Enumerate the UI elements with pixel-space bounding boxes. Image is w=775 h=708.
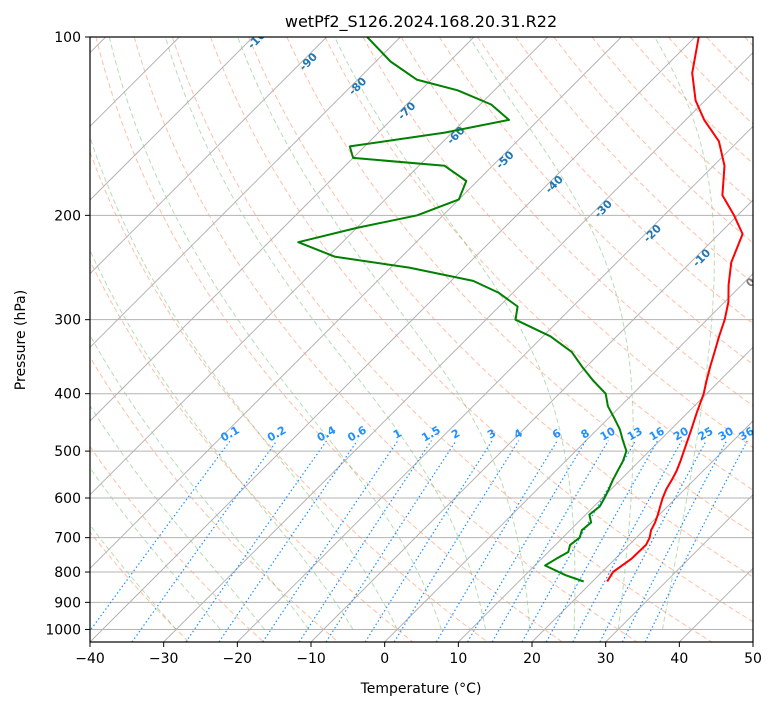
x-axis: −40 −30 −20 −10 0 10 20 30 40 50 [75,642,762,667]
dry-adiabat [629,37,753,165]
y-tick-label: 600 [54,491,81,507]
isotherm-line [531,420,753,642]
x-tick-label: 50 [744,651,762,667]
mixing-ratio-line [435,440,558,642]
moist-adiabat [108,37,442,630]
moist-adiabat [654,37,715,630]
dry-adiabat [400,37,753,407]
y-tick-label: 800 [54,565,81,581]
mixing-ratio-line [545,440,659,642]
mixing-ratio-line [572,440,683,642]
mixing-ratio-line [644,440,748,642]
y-tick-label: 700 [54,531,81,547]
x-tick-label: 40 [670,651,688,667]
x-tick-label: 10 [449,651,467,667]
moist-adiabat [164,37,487,630]
mixing-ratio-line [185,440,328,642]
dry-adiabat [95,37,563,642]
dry-adiabat [553,37,753,244]
y-tick-label: 100 [54,30,81,46]
x-tick-label: 20 [523,651,541,667]
isotherm-line [752,641,753,642]
isotherm-line [384,272,753,642]
y-tick-label: 500 [54,444,81,460]
x-tick-label: −30 [149,651,179,667]
mixing-ratio-line [298,440,432,642]
y-tick-label: 400 [54,387,81,403]
dry-adiabat [90,445,264,642]
y-tick-label: 900 [54,595,81,611]
dry-adiabat [90,259,414,642]
dry-adiabat [90,356,339,642]
isotherm-line [90,37,696,642]
dry-adiabat [286,37,753,534]
chart-title: wetPf2_S126.2024.168.20.31.R22 [285,12,557,32]
moist-adiabat [237,37,531,630]
isotherm-line [90,37,622,570]
isotherm-line [236,125,753,642]
x-axis-title: Temperature (°C) [360,681,482,697]
mixing-ratio-line [393,440,520,642]
mixing-ratio-line [90,440,231,632]
isotherm-line [90,37,475,422]
dry-adiabat [133,37,638,642]
dry-adiabat [515,37,753,284]
plot-frame [89,36,754,643]
dry-adiabat [324,37,753,491]
x-tick-label: −40 [75,651,105,667]
dewpoint-profile-line [297,37,628,583]
mixing-ratio-line [325,440,457,642]
y-axis: 1000 900 800 700 600 500 400 300 200 100 [45,30,90,638]
x-tick-label: 30 [597,651,615,667]
y-tick-label: 200 [54,208,81,224]
moist-adiabat [469,37,634,630]
dry-adiabat [438,37,753,366]
mixing-ratio-line [364,440,493,642]
y-tick-label: 300 [54,313,81,329]
mixing-ratio-line [521,440,637,642]
isotherm-line [457,346,753,642]
y-tick-label: 1000 [45,622,81,638]
mixing-ratio-line [131,440,278,642]
mixing-ratio-line [491,440,609,642]
isotherm-line [605,493,753,642]
isotherm-label: 0 [743,275,758,290]
isotherm-line [90,37,254,201]
mixing-ratio-line [466,440,587,642]
isotherm-line [310,199,753,642]
x-tick-label: −10 [296,651,326,667]
x-tick-label: −20 [223,651,253,667]
dry-adiabat [248,37,753,578]
mixing-ratio-label: 36 [737,424,757,443]
moist-adiabat [90,135,398,630]
isotherm-line [90,37,549,496]
temperature-profile-line [606,37,744,583]
plot-area [90,37,753,642]
dry-adiabat [171,37,712,642]
mixing-ratio-line [262,440,399,642]
moist-adiabat [90,334,310,630]
dry-adiabat [210,37,753,623]
isotherm-line [163,51,753,642]
profile-series [297,37,744,583]
background-lines [90,37,753,642]
moist-adiabat [90,249,354,630]
isotherm-line [90,37,328,275]
x-tick-label: 0 [380,651,389,667]
y-axis-title: Pressure (hPa) [13,290,29,390]
isotherm-line [90,37,401,349]
